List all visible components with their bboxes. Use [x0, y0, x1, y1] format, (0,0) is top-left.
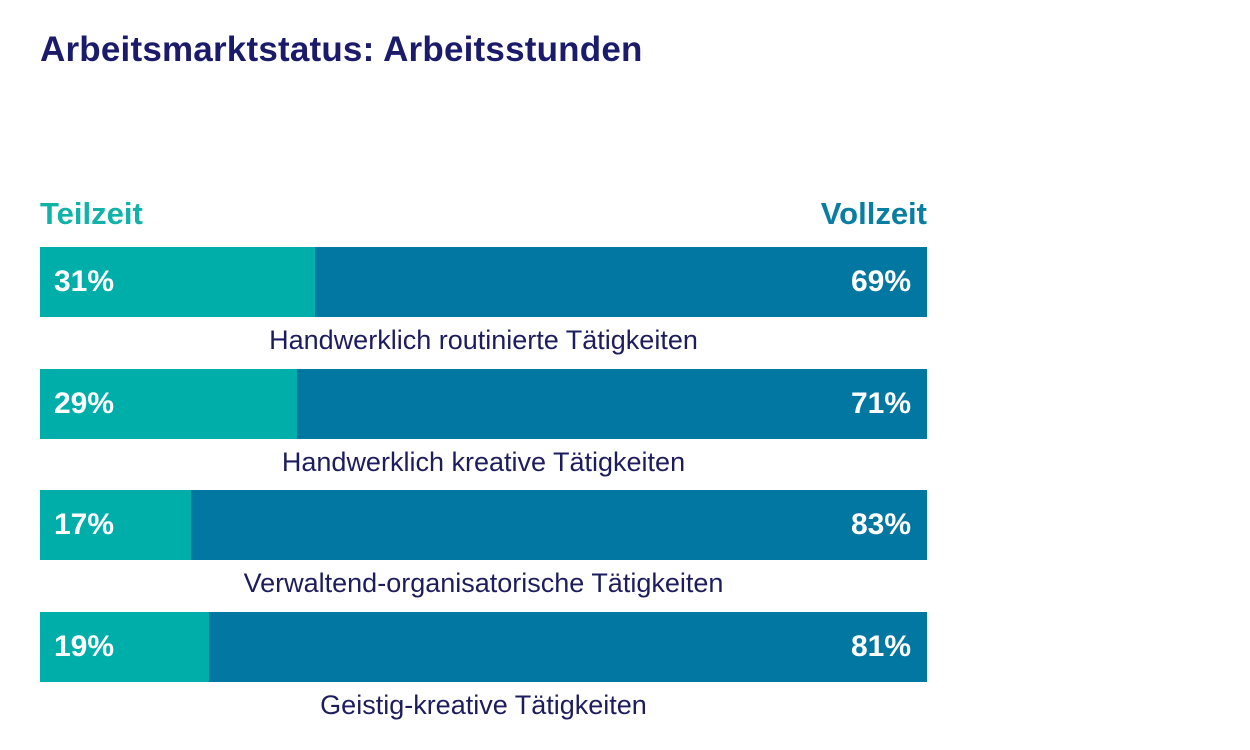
bar-vollzeit: 19% 81%: [40, 612, 927, 682]
bar-teilzeit: [40, 490, 191, 560]
value-label-teilzeit: 29%: [54, 387, 115, 420]
category-label: Handwerklich routinierte Tätigkeiten: [269, 325, 698, 355]
value-label-teilzeit: 31%: [54, 265, 115, 298]
bar-teilzeit: [40, 612, 209, 682]
bar-row-geistig-kreativ: 19% 81% Geistig-kreative Tätigkeiten: [40, 612, 927, 721]
value-label-vollzeit: 83%: [850, 508, 911, 541]
value-label-vollzeit: 69%: [850, 265, 911, 298]
bar-teilzeit: [40, 247, 315, 317]
value-label-vollzeit: 81%: [850, 630, 911, 663]
legend-teilzeit: Teilzeit: [40, 196, 143, 231]
value-label-teilzeit: 17%: [54, 508, 115, 541]
bar-vollzeit: 29% 71%: [40, 369, 927, 439]
bar-row-handwerklich-routiniert: 31% 69% Handwerklich routinierte Tätigke…: [40, 247, 927, 356]
chart-title: Arbeitsmarktstatus: Arbeitsstunden: [40, 30, 643, 69]
bar-teilzeit: [40, 369, 298, 439]
category-label: Verwaltend-organisatorische Tätigkeiten: [243, 568, 724, 598]
bar-row-verwaltend-organisatorisch: 17% 83% Verwaltend-organisatorische Täti…: [40, 490, 927, 599]
legend-vollzeit: Vollzeit: [820, 196, 927, 231]
bar-vollzeit: 31% 69%: [40, 247, 927, 317]
category-label: Geistig-kreative Tätigkeiten: [320, 690, 647, 720]
value-label-vollzeit: 71%: [850, 387, 911, 420]
bar-row-handwerklich-kreativ: 29% 71% Handwerklich kreative Tätigkeite…: [40, 369, 927, 478]
bar-vollzeit: 17% 83%: [40, 490, 927, 560]
value-label-teilzeit: 19%: [54, 630, 115, 663]
category-label: Handwerklich kreative Tätigkeiten: [281, 447, 686, 477]
